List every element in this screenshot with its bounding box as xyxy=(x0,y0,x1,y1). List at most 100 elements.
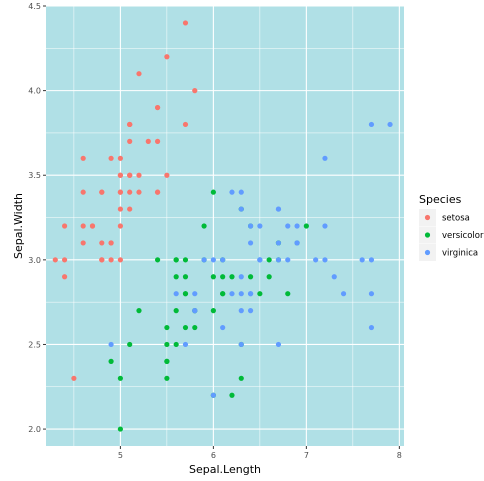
y-tick-label: 4.5 xyxy=(28,2,41,11)
setosa-point xyxy=(145,138,151,144)
setosa-point xyxy=(71,375,77,381)
versicolor-point xyxy=(164,375,170,381)
setosa-point xyxy=(99,240,105,246)
versicolor-point xyxy=(285,291,291,297)
virginica-point xyxy=(220,324,226,331)
versicolor-point xyxy=(154,257,161,263)
virginica-point xyxy=(331,274,337,280)
plot-panel xyxy=(46,6,404,446)
versicolor-point xyxy=(182,324,189,331)
virginica-point xyxy=(108,341,114,348)
virginica-point xyxy=(192,308,198,314)
virginica-point xyxy=(192,291,198,297)
versicolor-point xyxy=(182,257,189,263)
legend: Species setosa versicolor virginica xyxy=(419,193,484,261)
versicolor-point xyxy=(210,308,216,314)
setosa-point xyxy=(61,274,68,280)
virginica-point xyxy=(368,291,375,297)
setosa-point xyxy=(182,121,189,128)
virginica-point xyxy=(238,308,244,314)
setosa-point xyxy=(117,155,123,161)
virginica-point xyxy=(322,223,328,229)
setosa-point xyxy=(154,138,161,144)
legend-swatch xyxy=(424,214,431,221)
versicolor-point xyxy=(164,324,170,331)
virginica-point xyxy=(294,223,300,229)
setosa-point xyxy=(89,223,96,229)
virginica-point xyxy=(359,257,365,263)
virginica-point xyxy=(257,257,263,263)
versicolor-point xyxy=(257,291,263,297)
x-axis-ticks: 5 6 7 8 xyxy=(118,446,402,460)
setosa-point xyxy=(127,206,133,212)
setosa-point xyxy=(80,240,86,246)
virginica-point xyxy=(201,257,207,263)
virginica-point xyxy=(229,189,235,195)
setosa-point xyxy=(80,155,86,161)
legend-label-setosa: setosa xyxy=(442,214,470,224)
x-tick-label: 5 xyxy=(118,451,123,460)
virginica-point xyxy=(322,257,328,263)
setosa-point xyxy=(117,189,123,195)
versicolor-point xyxy=(173,308,179,314)
setosa-point xyxy=(117,172,123,178)
setosa-point xyxy=(108,155,114,161)
setosa-point xyxy=(127,121,133,128)
setosa-point xyxy=(80,189,86,195)
y-tick-label: 3.5 xyxy=(28,171,41,180)
versicolor-point xyxy=(108,358,114,364)
virginica-point xyxy=(210,257,216,263)
y-tick-label: 4.0 xyxy=(28,87,41,96)
x-axis-title: Sepal.Length xyxy=(189,463,261,476)
virginica-point xyxy=(247,223,254,229)
versicolor-point xyxy=(173,274,179,280)
setosa-point xyxy=(108,240,114,246)
x-tick-label: 8 xyxy=(397,451,402,460)
versicolor-point xyxy=(247,274,254,280)
virginica-point xyxy=(368,257,375,263)
versicolor-point xyxy=(127,341,133,348)
setosa-point xyxy=(52,257,58,263)
virginica-point xyxy=(238,189,244,195)
versicolor-point xyxy=(210,189,216,195)
y-axis-title: Sepal.Width xyxy=(12,193,25,259)
versicolor-point xyxy=(303,223,309,229)
virginica-point xyxy=(238,341,244,348)
virginica-point xyxy=(173,291,179,297)
setosa-point xyxy=(136,189,142,195)
virginica-point xyxy=(238,206,244,212)
versicolor-point xyxy=(201,223,207,229)
setosa-point xyxy=(164,172,170,178)
virginica-point xyxy=(257,223,263,229)
virginica-point xyxy=(220,257,226,263)
legend-label-versicolor: versicolor xyxy=(442,231,484,241)
setosa-point xyxy=(154,189,161,195)
virginica-point xyxy=(368,121,375,128)
setosa-point xyxy=(192,88,198,94)
setosa-point xyxy=(61,223,68,229)
setosa-point xyxy=(154,104,161,111)
virginica-point xyxy=(238,274,244,280)
versicolor-point xyxy=(173,341,179,348)
virginica-point xyxy=(210,392,216,398)
virginica-point xyxy=(275,240,282,246)
versicolor-point xyxy=(136,308,142,314)
x-tick-label: 6 xyxy=(211,451,216,460)
setosa-point xyxy=(61,257,68,263)
virginica-point xyxy=(275,341,282,348)
setosa-point xyxy=(127,189,133,195)
versicolor-point xyxy=(117,375,123,381)
virginica-point xyxy=(238,291,244,297)
y-tick-label: 2.0 xyxy=(28,425,41,434)
virginica-point xyxy=(182,341,189,348)
y-tick-label: 2.5 xyxy=(28,340,41,349)
versicolor-point xyxy=(164,341,170,348)
versicolor-point xyxy=(182,274,189,280)
x-tick-label: 7 xyxy=(304,451,309,460)
virginica-point xyxy=(247,291,254,297)
setosa-point xyxy=(99,257,105,263)
virginica-point xyxy=(322,155,328,161)
setosa-point xyxy=(182,20,189,26)
versicolor-point xyxy=(266,257,272,263)
virginica-point xyxy=(285,257,291,263)
